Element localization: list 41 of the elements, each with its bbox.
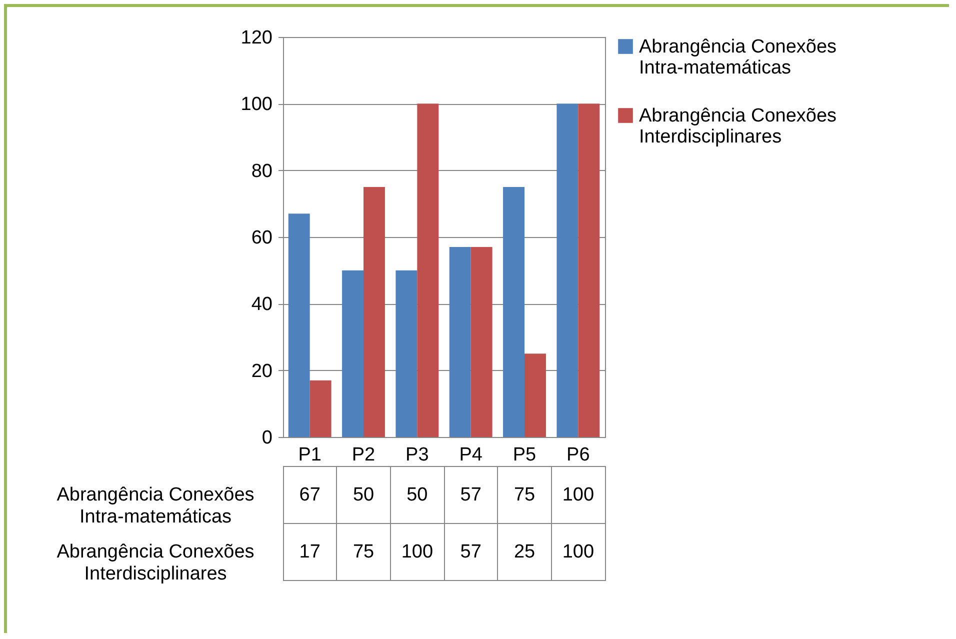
y-tick-label: 100 [240, 94, 272, 116]
bar [364, 187, 385, 437]
bar [503, 187, 524, 437]
y-tick-label: 20 [251, 360, 272, 382]
bar [417, 104, 439, 437]
data-label: 75 [352, 542, 374, 562]
x-tick-label: P2 [352, 444, 376, 466]
bar [578, 104, 600, 437]
x-tick-label: P3 [406, 444, 429, 466]
data-label: 100 [562, 484, 594, 506]
y-tick-label: 40 [251, 294, 272, 316]
y-tick-label: 120 [240, 28, 272, 48]
data-label: 57 [460, 542, 482, 562]
bar [396, 270, 418, 437]
y-tick-label: 60 [251, 228, 272, 248]
bar [470, 247, 492, 437]
data-label: 57 [460, 484, 482, 506]
data-label: 50 [406, 484, 428, 506]
x-tick-label: P6 [566, 444, 590, 466]
x-tick-label: P4 [459, 444, 483, 466]
y-tick-label: 0 [262, 428, 272, 448]
bar [310, 380, 332, 437]
data-label: 17 [299, 542, 320, 562]
data-label: 50 [352, 484, 374, 506]
bar [342, 270, 364, 437]
text: Abrangência Conexões Intra-matemáticas [56, 484, 254, 528]
data-label: 100 [401, 542, 434, 562]
data-label: 75 [514, 484, 536, 506]
bar [288, 214, 310, 437]
x-tick-label: P1 [298, 444, 322, 466]
bar [556, 104, 578, 437]
data-label: 67 [299, 484, 320, 506]
text: Abrangência Conexões Interdisciplinares [56, 542, 254, 584]
y-tick-label: 80 [251, 160, 272, 182]
data-label: 25 [514, 542, 536, 562]
legend-label: Abrangência Conexões Intra-matemáticas [639, 36, 837, 78]
legend-label: Abrangência Conexões Interdisciplinares [639, 106, 837, 148]
data-label: 100 [562, 542, 594, 562]
x-tick-label: P5 [512, 444, 536, 466]
bar [449, 247, 471, 437]
bar [524, 354, 546, 437]
